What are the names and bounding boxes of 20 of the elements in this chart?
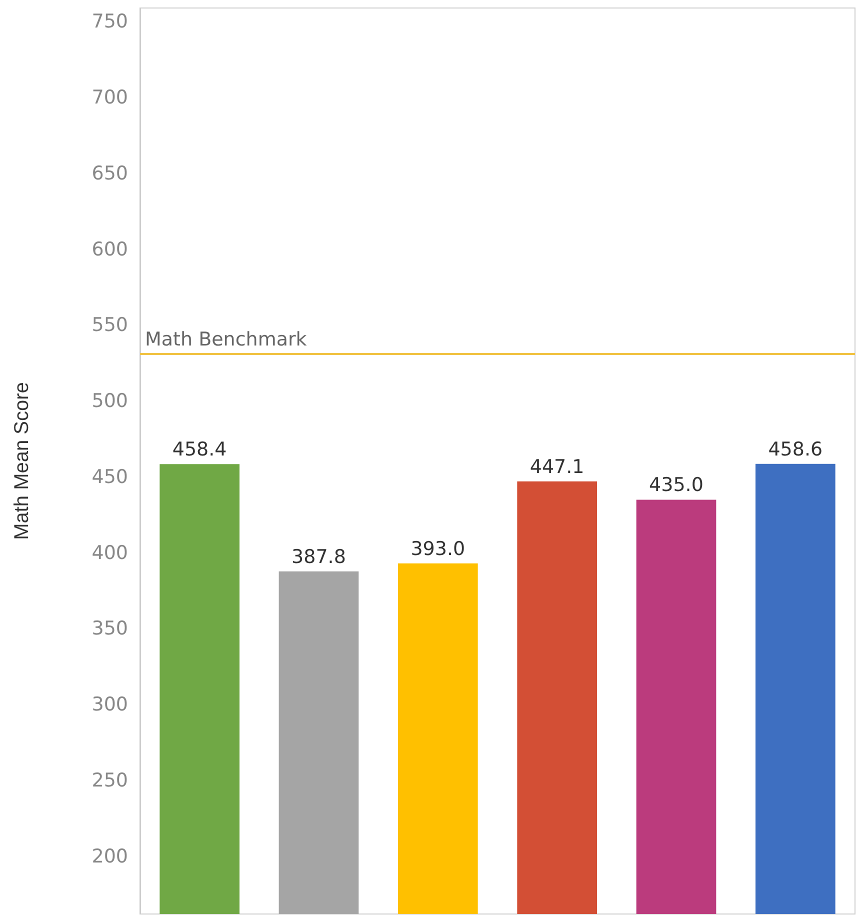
data-label: 458.4 [172,438,227,461]
data-label: 458.6 [768,438,823,460]
y-tick-label: 450 [92,466,128,488]
y-tick-label: 650 [92,162,128,184]
y-tick-label: 500 [92,390,128,412]
data-label: 387.8 [292,546,346,568]
data-label: 447.1 [530,456,584,478]
y-tick-label: 400 [92,542,128,564]
ref-line-label: Math Benchmark [145,328,307,351]
y-tick-label: 700 [92,86,128,109]
data-label: 435.0 [649,474,704,496]
y-tick-label: 550 [92,314,128,336]
y-tick-label: 350 [92,618,128,640]
y-axis-title: Math Mean Score [11,382,33,540]
data-label: 393.0 [410,538,466,560]
y-tick-label: 250 [92,769,128,792]
y-tick-label: 600 [92,238,128,260]
y-tick-label: 300 [92,694,128,716]
y-tick-label: 200 [92,845,128,868]
y-tick-label: 750 [92,10,128,33]
